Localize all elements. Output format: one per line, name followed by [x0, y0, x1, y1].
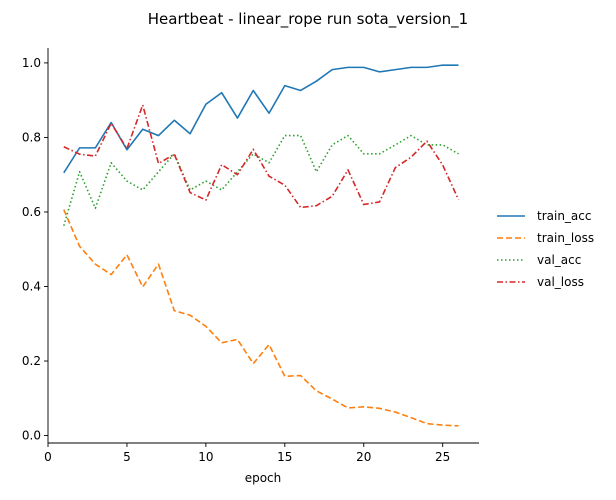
y-tick-label: 1.0 [22, 56, 41, 70]
series-line-train-loss [63, 209, 459, 427]
series-line-train-acc [63, 64, 459, 174]
y-tick-label: 0.6 [22, 205, 41, 219]
x-axis-title: epoch [245, 471, 282, 485]
plot-area: 0 5 10 15 20 25 0.0 0.2 0.4 0.6 0.8 1.0 [22, 48, 479, 464]
series-line-val-acc [63, 134, 459, 226]
x-tick-label: 15 [277, 450, 292, 464]
y-tick-label: 0.8 [22, 130, 41, 144]
legend-label-val-loss: val_loss [537, 275, 584, 289]
x-tick-label: 0 [44, 450, 52, 464]
x-tick-label: 5 [123, 450, 131, 464]
y-tick-label: 0.4 [22, 279, 41, 293]
legend-label-train-acc: train_acc [537, 209, 591, 223]
x-tick-label: 25 [435, 450, 450, 464]
legend-label-train-loss: train_loss [537, 231, 594, 245]
x-tick-label: 10 [198, 450, 213, 464]
legend-label-val-acc: val_acc [537, 253, 581, 267]
chart-title: Heartbeat - linear_rope run sota_version… [148, 10, 468, 29]
y-tick-label: 0.0 [22, 429, 41, 443]
series-line-val-loss [63, 104, 460, 209]
y-tick-label: 0.2 [22, 354, 41, 368]
legend: train_acc train_loss val_acc val_loss [497, 209, 594, 289]
x-tick-label: 20 [356, 450, 371, 464]
